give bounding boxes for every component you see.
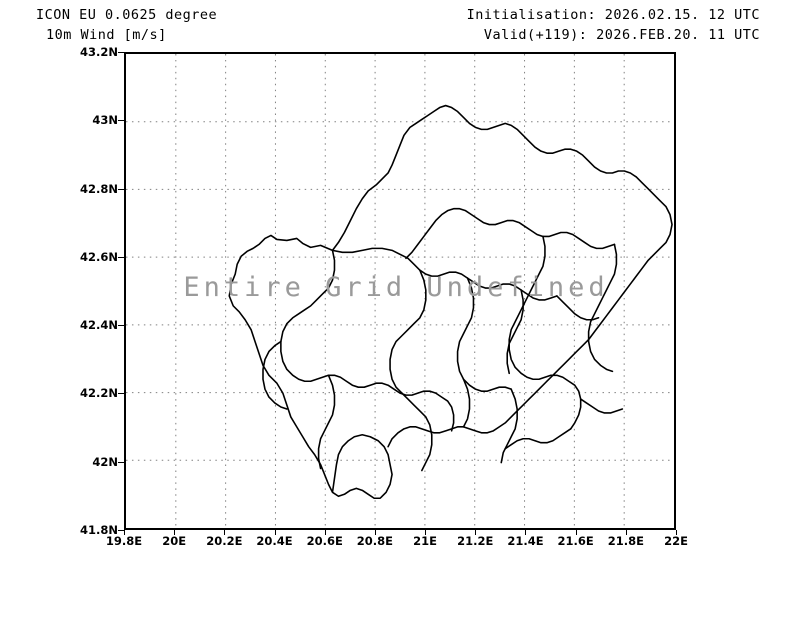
latitude-tick-label: 42.4N	[80, 318, 118, 333]
municipal-border-sw	[317, 374, 336, 470]
longitude-tick-label: 20.4E	[256, 534, 293, 548]
longitude-tick-label: 19.8E	[105, 534, 143, 548]
municipal-border-c2	[456, 277, 512, 392]
longitude-tick-label: 20E	[162, 534, 187, 548]
header: ICON EU 0.0625 degree 10m Wind [m/s] Ini…	[0, 0, 800, 50]
latitude-tick-mark	[118, 52, 124, 53]
latitude-tick-mark	[118, 461, 124, 463]
latitude-tick-label: 41.8N	[80, 523, 118, 537]
longitude-tick-mark	[324, 530, 326, 535]
kosovo-boundaries	[228, 104, 673, 500]
longitude-tick-mark	[124, 530, 125, 535]
longitude-tick-label: 21.4E	[507, 534, 544, 548]
municipal-border-c1	[389, 269, 427, 394]
longitude-tick-mark	[174, 530, 176, 535]
longitude-tick-label: 21.6E	[557, 534, 594, 548]
longitude-tick-mark	[676, 530, 677, 535]
boundary-layer	[126, 54, 674, 528]
municipal-border-n	[405, 207, 616, 260]
municipal-border-nw	[280, 249, 455, 432]
longitude-tick-mark	[575, 530, 577, 535]
latitude-tick-mark	[118, 256, 124, 258]
municipal-border-se	[504, 428, 572, 450]
municipal-border-s3	[500, 388, 518, 464]
latitude-tick-label: 42.2N	[80, 386, 118, 401]
longitude-tick-label: 20.2E	[206, 534, 243, 548]
latitude-tick-label: 42.6N	[80, 249, 118, 264]
municipal-border-e3	[556, 295, 600, 321]
boundary-svg	[228, 104, 673, 500]
latitude-tick-label: 42N	[92, 454, 118, 469]
municipal-border-ne	[508, 235, 582, 430]
longitude-tick-label: 20.6E	[306, 534, 343, 548]
municipal-border-s1	[401, 392, 433, 472]
model-name-label: ICON EU 0.0625 degree	[36, 7, 218, 23]
national-border	[228, 104, 673, 500]
longitude-tick-label: 20.8E	[356, 534, 394, 548]
valid-time-label: Valid(+119): 2026.FEB.20. 11 UTC	[483, 27, 760, 43]
latitude-tick-mark	[118, 393, 124, 395]
longitude-tick-label: 21E	[413, 534, 438, 548]
initialisation-label: Initialisation: 2026.02.15. 12 UTC	[466, 7, 760, 23]
longitude-tick-label: 21.8E	[607, 534, 644, 548]
longitude-tick-mark	[224, 530, 226, 535]
latitude-tick-mark	[118, 325, 124, 327]
municipal-border-s2	[462, 378, 471, 428]
latitude-tick-label: 43.2N	[80, 45, 118, 59]
latitude-tick-mark	[118, 188, 124, 190]
model-parameter-label: 10m Wind [m/s]	[46, 27, 167, 43]
longitude-tick-mark	[425, 530, 427, 535]
latitude-tick-label: 42.8N	[80, 181, 118, 196]
latitude-tick-mark	[118, 120, 124, 122]
map-plot-area	[124, 52, 676, 530]
municipal-border-c3	[506, 289, 524, 375]
longitude-tick-mark	[475, 530, 477, 535]
longitude-tick-mark	[525, 530, 527, 535]
latitude-tick-mark	[118, 530, 124, 531]
municipal-border-w1	[262, 340, 288, 410]
longitude-tick-label: 21.2E	[457, 534, 494, 548]
municipal-border-e2	[579, 398, 624, 414]
municipal-border-e1	[587, 243, 618, 373]
longitude-tick-mark	[274, 530, 276, 535]
longitude-tick-mark	[625, 530, 627, 535]
latitude-tick-label: 43N	[92, 113, 118, 128]
longitude-tick-mark	[374, 530, 376, 535]
longitude-tick-label: 22E	[664, 534, 688, 548]
